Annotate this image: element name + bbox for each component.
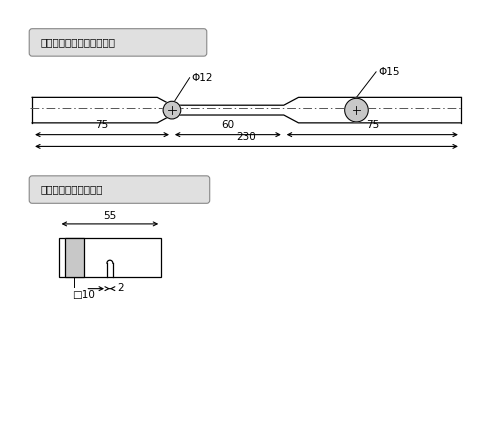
Text: 230: 230 [237, 131, 256, 141]
Circle shape [345, 99, 368, 122]
Text: 2: 2 [118, 283, 124, 293]
Text: Φ15: Φ15 [378, 67, 399, 77]
Text: Φ12: Φ12 [192, 73, 213, 83]
FancyBboxPatch shape [29, 29, 207, 56]
Text: シャルビー衝撃試験片: シャルビー衝撃試験片 [40, 184, 103, 194]
Text: 75: 75 [366, 120, 379, 130]
Bar [65, 238, 84, 277]
Text: 60: 60 [221, 120, 235, 130]
Text: 55: 55 [103, 211, 116, 221]
Bar [65, 238, 84, 277]
Circle shape [163, 101, 181, 119]
Text: □10: □10 [72, 290, 96, 300]
Bar [59, 238, 161, 277]
FancyBboxPatch shape [29, 176, 210, 203]
Text: 75: 75 [96, 120, 108, 130]
Text: 引張試験片、ねじり試験片: 引張試験片、ねじり試験片 [40, 37, 115, 47]
